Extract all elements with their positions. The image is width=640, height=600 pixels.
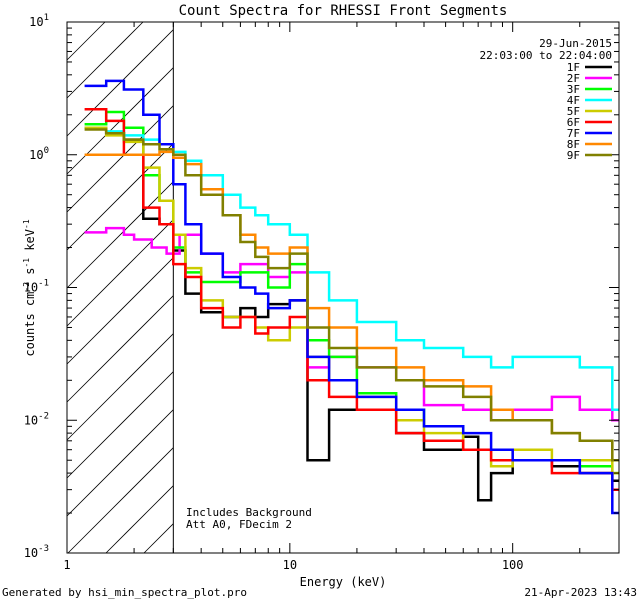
footer-generated-by: Generated by hsi_min_spectra_plot.pro [2,586,247,599]
hatch-line [66,257,174,365]
series-line-9F [84,128,619,462]
legend-label-7F: 7F [567,127,580,140]
series-line-3F [84,110,619,475]
series-line-7F [84,79,619,515]
hatch-line [66,295,174,403]
hatch-line [66,181,174,289]
hatch-line [66,409,174,517]
y-tick-label: 100 [29,146,49,162]
y-tick-exponent: -1 [38,279,49,289]
hatch-line [66,371,174,479]
y-tick-exponent: -3 [38,544,49,554]
y-tick-base: 10 [24,413,38,427]
hatch-line [66,143,174,251]
x-tick-label: 1 [63,558,70,572]
y-axis-label: counts cm-2 s-1 keV-1 [22,219,37,356]
legend-label-8F: 8F [567,138,580,151]
legend-label-9F: 9F [567,149,580,162]
y-tick-base: 10 [29,148,43,162]
y-tick-exponent: 0 [44,146,49,156]
hatch-line [66,21,144,99]
y-tick-base: 10 [24,546,38,560]
y-label-main: counts cm [23,292,37,357]
legend-label-3F: 3F [567,83,580,96]
hatch-line [66,219,174,327]
y-tick-label: 10-1 [24,279,49,295]
date-label: 29-Jun-2015 [539,37,612,50]
y-tick-label: 10-2 [24,411,49,427]
series-line-5F [84,126,619,475]
annotation-line-2: Att A0, FDecim 2 [186,518,292,531]
y-tick-base: 10 [24,281,38,295]
y-tick-exponent: 1 [44,13,49,23]
series-line-1F [84,126,619,502]
legend-label-2F: 2F [567,72,580,85]
time-range-label: 22:03:00 to 22:04:00 [480,49,612,62]
hatch-line [67,447,174,554]
legend-label-6F: 6F [567,116,580,129]
hatch-line [66,105,174,213]
legend-label-4F: 4F [567,94,580,107]
y-label-exp-kev: -1 [22,219,31,229]
legend-label-5F: 5F [567,105,580,118]
hatch-line [143,523,174,554]
y-tick-exponent: -2 [38,411,49,421]
y-label-kev: keV [23,229,37,258]
x-axis-label: Energy (keV) [300,575,387,589]
y-tick-label: 101 [29,13,49,29]
hatch-line [105,485,174,554]
x-tick-label: 100 [502,558,524,572]
chart-title: Count Spectra for RHESSI Front Segments [179,3,508,19]
annotation-line-1: Includes Background [186,506,312,519]
y-label-exp-s: -1 [22,258,31,268]
legend-label-1F: 1F [567,61,580,74]
plot-frame [66,21,620,554]
y-tick-label: 10-3 [24,544,49,560]
series-layer [84,79,619,515]
footer-timestamp: 21-Apr-2023 13:43 [524,586,637,599]
y-label-exp-cm: -2 [22,282,31,292]
hatch-line [66,21,106,61]
hatch-line [66,29,174,137]
series-line-8F [84,150,619,462]
x-tick-label: 10 [283,558,297,572]
series-line-6F [84,108,619,491]
y-label-s: s [23,268,37,282]
hatch-line [66,333,174,441]
series-line-2F [84,226,619,422]
series-line-4F [84,126,619,411]
y-tick-base: 10 [29,15,43,29]
hatched-low-energy-region [66,21,174,554]
